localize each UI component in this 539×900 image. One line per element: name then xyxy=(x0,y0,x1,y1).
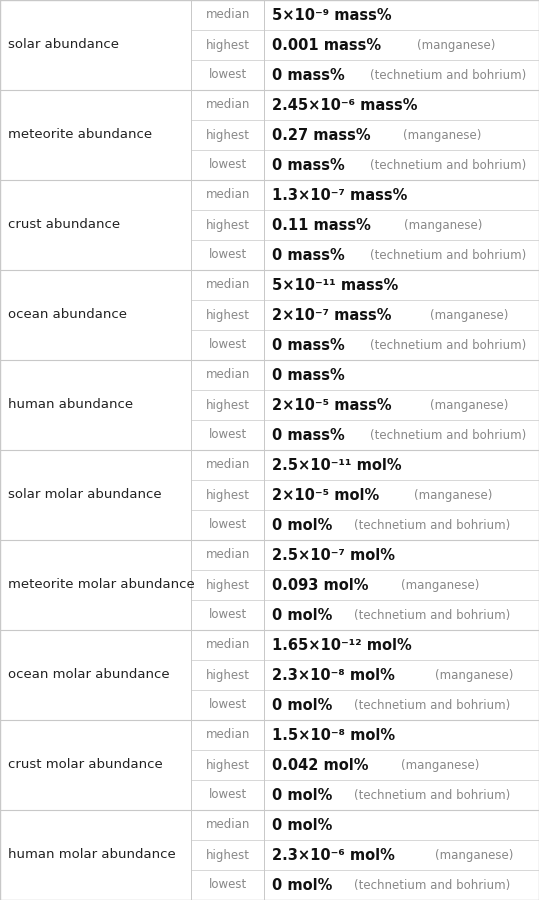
Text: highest: highest xyxy=(206,39,250,51)
Text: 2×10⁻⁵ mol%: 2×10⁻⁵ mol% xyxy=(272,488,379,502)
Text: 0 mol%: 0 mol% xyxy=(272,878,333,893)
Text: lowest: lowest xyxy=(209,68,247,82)
Text: meteorite abundance: meteorite abundance xyxy=(8,129,152,141)
Text: 1.3×10⁻⁷ mass%: 1.3×10⁻⁷ mass% xyxy=(272,187,407,202)
Text: median: median xyxy=(205,728,250,742)
Text: 0.27 mass%: 0.27 mass% xyxy=(272,128,371,142)
Text: 1.65×10⁻¹² mol%: 1.65×10⁻¹² mol% xyxy=(272,637,412,652)
Text: (manganese): (manganese) xyxy=(431,399,509,411)
Text: lowest: lowest xyxy=(209,248,247,262)
Text: 2.5×10⁻¹¹ mol%: 2.5×10⁻¹¹ mol% xyxy=(272,457,402,472)
Text: 5×10⁻¹¹ mass%: 5×10⁻¹¹ mass% xyxy=(272,277,398,292)
Text: 0 mass%: 0 mass% xyxy=(272,68,345,83)
Text: 0 mol%: 0 mol% xyxy=(272,518,333,533)
Text: (manganese): (manganese) xyxy=(404,219,482,231)
Text: lowest: lowest xyxy=(209,698,247,712)
Text: (technetium and bohrium): (technetium and bohrium) xyxy=(354,878,510,892)
Text: (manganese): (manganese) xyxy=(400,759,479,771)
Text: 0 mol%: 0 mol% xyxy=(272,788,333,803)
Text: solar abundance: solar abundance xyxy=(8,39,119,51)
Text: (manganese): (manganese) xyxy=(414,489,493,501)
Text: highest: highest xyxy=(206,309,250,321)
Text: 5×10⁻⁹ mass%: 5×10⁻⁹ mass% xyxy=(272,7,392,22)
Text: lowest: lowest xyxy=(209,428,247,442)
Text: 0.093 mol%: 0.093 mol% xyxy=(272,578,369,592)
Text: (manganese): (manganese) xyxy=(434,849,513,861)
Text: highest: highest xyxy=(206,849,250,861)
Text: 0.001 mass%: 0.001 mass% xyxy=(272,38,381,52)
Text: (technetium and bohrium): (technetium and bohrium) xyxy=(370,158,526,172)
Text: (manganese): (manganese) xyxy=(417,39,495,51)
Text: 2.45×10⁻⁶ mass%: 2.45×10⁻⁶ mass% xyxy=(272,97,418,112)
Text: (technetium and bohrium): (technetium and bohrium) xyxy=(370,338,526,352)
Text: 2×10⁻⁷ mass%: 2×10⁻⁷ mass% xyxy=(272,308,392,322)
Text: lowest: lowest xyxy=(209,518,247,532)
Text: median: median xyxy=(205,548,250,562)
Text: lowest: lowest xyxy=(209,788,247,802)
Text: lowest: lowest xyxy=(209,158,247,172)
Text: 0 mass%: 0 mass% xyxy=(272,367,345,382)
Text: lowest: lowest xyxy=(209,878,247,892)
Text: lowest: lowest xyxy=(209,338,247,352)
Text: (technetium and bohrium): (technetium and bohrium) xyxy=(370,428,526,442)
Text: 0 mass%: 0 mass% xyxy=(272,338,345,353)
Text: 2.3×10⁻⁸ mol%: 2.3×10⁻⁸ mol% xyxy=(272,668,395,682)
Text: median: median xyxy=(205,818,250,832)
Text: 0 mass%: 0 mass% xyxy=(272,248,345,263)
Text: 2.3×10⁻⁶ mol%: 2.3×10⁻⁶ mol% xyxy=(272,848,395,862)
Text: (manganese): (manganese) xyxy=(434,669,513,681)
Text: 0.11 mass%: 0.11 mass% xyxy=(272,218,371,232)
Text: 0.042 mol%: 0.042 mol% xyxy=(272,758,369,772)
Text: 0 mass%: 0 mass% xyxy=(272,158,345,173)
Text: (technetium and bohrium): (technetium and bohrium) xyxy=(354,518,510,532)
Text: median: median xyxy=(205,278,250,292)
Text: median: median xyxy=(205,8,250,22)
Text: highest: highest xyxy=(206,669,250,681)
Text: ocean molar abundance: ocean molar abundance xyxy=(8,669,170,681)
Text: (manganese): (manganese) xyxy=(430,309,509,321)
Text: 2.5×10⁻⁷ mol%: 2.5×10⁻⁷ mol% xyxy=(272,547,395,562)
Text: ocean abundance: ocean abundance xyxy=(8,309,127,321)
Text: meteorite molar abundance: meteorite molar abundance xyxy=(8,579,195,591)
Text: (manganese): (manganese) xyxy=(403,129,482,141)
Text: median: median xyxy=(205,368,250,382)
Text: 0 mol%: 0 mol% xyxy=(272,608,333,623)
Text: crust molar abundance: crust molar abundance xyxy=(8,759,163,771)
Text: highest: highest xyxy=(206,129,250,141)
Text: (manganese): (manganese) xyxy=(400,579,479,591)
Text: highest: highest xyxy=(206,489,250,501)
Text: solar molar abundance: solar molar abundance xyxy=(8,489,162,501)
Text: human abundance: human abundance xyxy=(8,399,133,411)
Text: median: median xyxy=(205,638,250,652)
Text: crust abundance: crust abundance xyxy=(8,219,120,231)
Text: (technetium and bohrium): (technetium and bohrium) xyxy=(354,608,510,622)
Text: (technetium and bohrium): (technetium and bohrium) xyxy=(354,698,510,712)
Text: lowest: lowest xyxy=(209,608,247,622)
Text: highest: highest xyxy=(206,219,250,231)
Text: 0 mol%: 0 mol% xyxy=(272,817,333,833)
Text: 0 mol%: 0 mol% xyxy=(272,698,333,713)
Text: 1.5×10⁻⁸ mol%: 1.5×10⁻⁸ mol% xyxy=(272,727,395,742)
Text: median: median xyxy=(205,458,250,472)
Text: 2×10⁻⁵ mass%: 2×10⁻⁵ mass% xyxy=(272,398,392,412)
Text: (technetium and bohrium): (technetium and bohrium) xyxy=(354,788,510,802)
Text: (technetium and bohrium): (technetium and bohrium) xyxy=(370,248,526,262)
Text: median: median xyxy=(205,98,250,112)
Text: human molar abundance: human molar abundance xyxy=(8,849,176,861)
Text: highest: highest xyxy=(206,399,250,411)
Text: median: median xyxy=(205,188,250,202)
Text: highest: highest xyxy=(206,579,250,591)
Text: 0 mass%: 0 mass% xyxy=(272,428,345,443)
Text: highest: highest xyxy=(206,759,250,771)
Text: (technetium and bohrium): (technetium and bohrium) xyxy=(370,68,526,82)
